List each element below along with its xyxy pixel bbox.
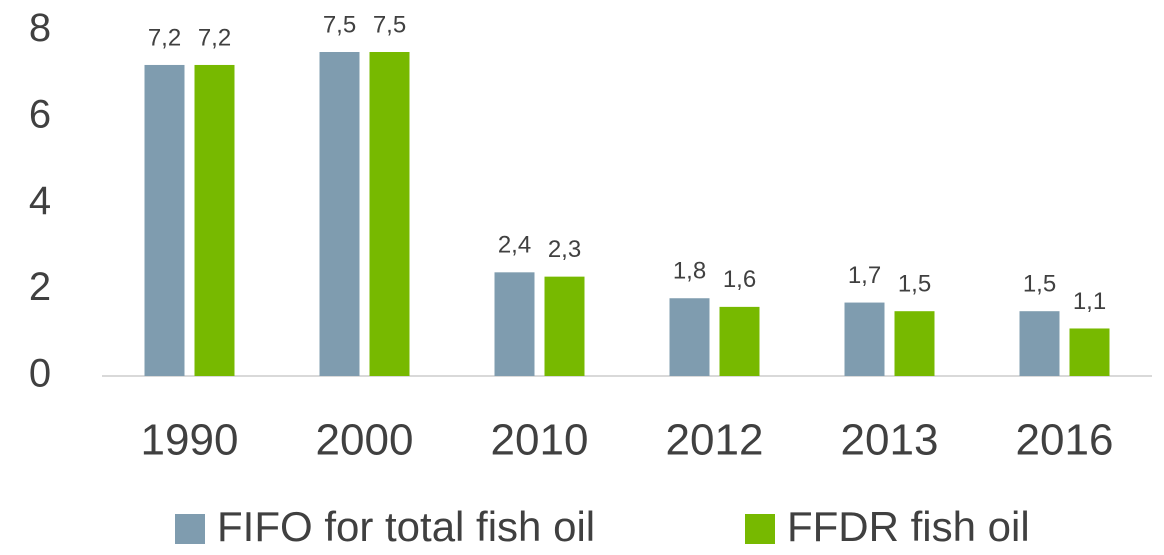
x-tick-label: 2016 [1016,416,1114,465]
bar [669,298,710,376]
y-tick-label: 2 [29,265,51,309]
bar [719,306,760,376]
bar [1069,328,1110,376]
x-tick-label: 1990 [141,416,239,465]
bar [319,52,360,376]
y-tick-label: 0 [29,352,51,396]
y-tick-label: 8 [29,6,51,50]
y-tick-label: 6 [29,92,51,136]
x-tick-label: 2010 [491,416,589,465]
value-label: 1,5 [898,271,931,298]
value-label: 1,6 [723,266,756,293]
legend-label: FFDR fish oil [787,503,1030,550]
bar [369,52,410,376]
value-label: 7,5 [323,11,356,38]
y-tick-label: 4 [29,179,51,223]
value-label: 1,8 [673,258,706,285]
bar [194,64,235,377]
value-label: 7,2 [148,24,181,51]
value-label: 1,5 [1023,271,1056,298]
bar [144,64,185,377]
x-tick-label: 2012 [666,416,764,465]
value-label: 7,5 [373,11,406,38]
x-tick-label: 2000 [316,416,414,465]
bar [894,311,935,376]
value-label: 7,2 [198,24,231,51]
x-tick-label: 2013 [841,416,939,465]
legend-swatch [175,514,205,544]
value-label: 2,3 [548,236,581,263]
bar [844,302,885,376]
bar [494,272,535,376]
value-label: 1,7 [848,262,881,289]
legend-swatch [745,514,775,544]
bar [1019,311,1060,376]
legend-label: FIFO for total fish oil [217,503,595,550]
value-label: 2,4 [498,232,531,259]
bar [544,276,585,376]
value-label: 1,1 [1073,288,1106,315]
